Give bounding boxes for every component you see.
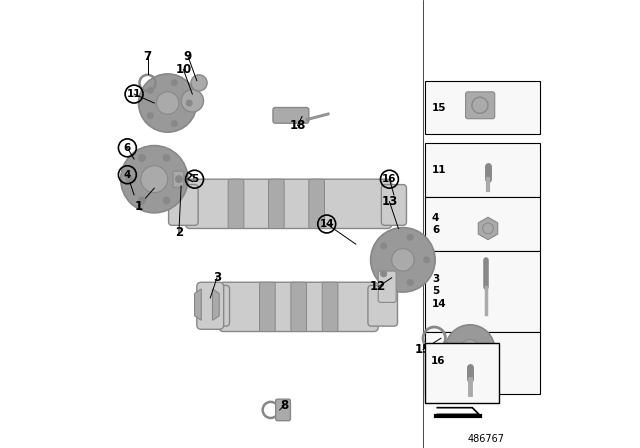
FancyBboxPatch shape <box>425 332 540 394</box>
FancyBboxPatch shape <box>368 285 397 326</box>
Circle shape <box>163 154 170 161</box>
Text: 11: 11 <box>432 165 447 175</box>
Text: 13: 13 <box>381 195 397 208</box>
Text: 15: 15 <box>415 343 431 356</box>
Circle shape <box>181 90 204 112</box>
Polygon shape <box>195 289 202 320</box>
Text: 12: 12 <box>370 280 387 293</box>
Circle shape <box>139 74 197 132</box>
FancyBboxPatch shape <box>197 282 224 329</box>
Text: 17: 17 <box>477 388 494 401</box>
FancyBboxPatch shape <box>466 92 495 119</box>
Text: 18: 18 <box>289 119 306 132</box>
Circle shape <box>460 340 480 359</box>
Text: 8: 8 <box>280 399 288 412</box>
FancyBboxPatch shape <box>291 282 307 332</box>
Text: 4
6: 4 6 <box>432 213 440 235</box>
Text: 2: 2 <box>175 226 183 240</box>
FancyBboxPatch shape <box>425 81 540 134</box>
Circle shape <box>138 154 145 161</box>
FancyBboxPatch shape <box>425 197 540 251</box>
Circle shape <box>138 197 145 204</box>
Circle shape <box>407 279 413 285</box>
FancyBboxPatch shape <box>425 251 540 332</box>
FancyBboxPatch shape <box>219 282 378 332</box>
Text: 7: 7 <box>143 49 152 63</box>
Text: 11: 11 <box>127 89 141 99</box>
Text: 14: 14 <box>319 219 334 229</box>
Circle shape <box>445 325 495 374</box>
Text: 15: 15 <box>432 103 447 112</box>
Circle shape <box>147 112 154 119</box>
Circle shape <box>147 87 154 94</box>
FancyBboxPatch shape <box>273 108 309 123</box>
FancyBboxPatch shape <box>381 185 406 225</box>
FancyBboxPatch shape <box>173 171 184 187</box>
FancyBboxPatch shape <box>276 399 291 421</box>
FancyBboxPatch shape <box>323 282 338 332</box>
FancyBboxPatch shape <box>425 343 499 403</box>
Circle shape <box>171 121 177 127</box>
Circle shape <box>381 243 387 249</box>
FancyBboxPatch shape <box>168 185 198 225</box>
Text: 16: 16 <box>431 356 445 366</box>
Circle shape <box>171 79 177 86</box>
Circle shape <box>392 249 414 271</box>
Text: 6: 6 <box>124 143 131 153</box>
FancyBboxPatch shape <box>269 179 284 228</box>
Circle shape <box>381 271 387 277</box>
FancyBboxPatch shape <box>228 179 244 228</box>
Circle shape <box>121 146 188 213</box>
Text: 16: 16 <box>382 174 397 184</box>
Circle shape <box>175 176 182 183</box>
FancyBboxPatch shape <box>378 271 396 302</box>
Text: 10: 10 <box>175 63 191 76</box>
Text: 1: 1 <box>134 199 143 213</box>
Text: 4: 4 <box>124 170 131 180</box>
Polygon shape <box>212 289 220 320</box>
FancyBboxPatch shape <box>425 143 540 197</box>
FancyBboxPatch shape <box>260 282 275 332</box>
Circle shape <box>371 228 435 292</box>
Circle shape <box>141 166 168 193</box>
Polygon shape <box>307 113 329 121</box>
Circle shape <box>163 197 170 204</box>
Circle shape <box>157 92 179 114</box>
Circle shape <box>424 257 430 263</box>
FancyBboxPatch shape <box>186 179 392 228</box>
Text: 486767: 486767 <box>467 434 504 444</box>
Circle shape <box>186 100 193 106</box>
Circle shape <box>407 234 413 241</box>
Text: 5: 5 <box>191 174 198 184</box>
FancyBboxPatch shape <box>309 179 324 228</box>
Text: 3: 3 <box>213 271 221 284</box>
Circle shape <box>126 176 133 183</box>
Circle shape <box>191 75 207 91</box>
Text: 16: 16 <box>432 358 447 368</box>
FancyBboxPatch shape <box>200 285 230 326</box>
Text: 3
5
14: 3 5 14 <box>432 274 447 309</box>
Text: 9: 9 <box>184 49 192 63</box>
